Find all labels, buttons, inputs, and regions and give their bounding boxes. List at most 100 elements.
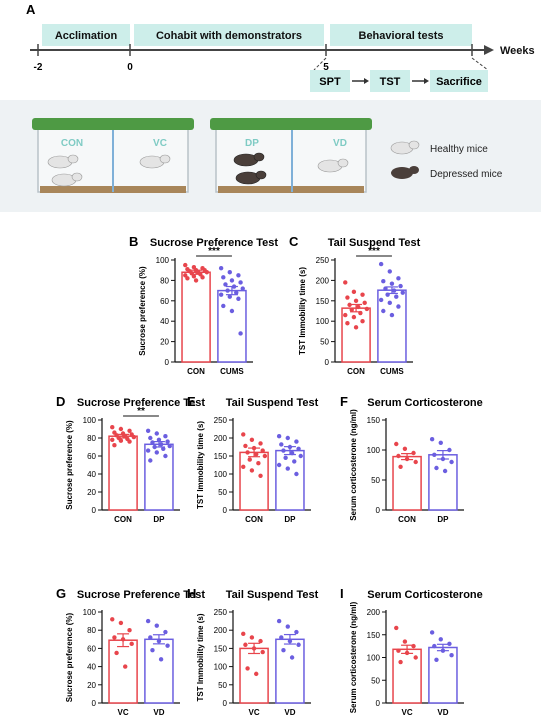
panel-g-y-tick-label: 0 xyxy=(92,699,97,708)
panel-i-data-point xyxy=(398,659,403,665)
phase-behavioral-label: Behavioral tests xyxy=(359,30,444,42)
panel-f-bar-con xyxy=(392,455,422,511)
panel-e-data-point xyxy=(241,464,246,469)
panel-h-data-point xyxy=(287,638,293,644)
panel-b-y-tick-label: 80 xyxy=(160,276,169,285)
panel-b-data-point xyxy=(218,292,224,297)
panel-i-x-tick-label: VD xyxy=(437,708,448,715)
cage-label-vd: VD xyxy=(333,138,347,149)
panel-c-data-point xyxy=(378,297,384,303)
panel-f-data-point xyxy=(429,437,435,442)
panel-c-data-point xyxy=(349,307,354,312)
healthy-mouse-icon xyxy=(47,154,171,187)
panel-b-data-point xyxy=(198,272,203,277)
panel-g-y-tick-label: 60 xyxy=(87,644,96,653)
panel-b-data-point xyxy=(238,331,243,336)
panel-e-data-point xyxy=(292,459,297,464)
panel-e-data-point xyxy=(298,453,303,459)
panel-b-x-tick-label: CUMS xyxy=(220,367,244,376)
panel-e-data-point xyxy=(245,450,250,455)
panel-h-y-tick-label: 0 xyxy=(223,699,228,708)
step-spt-label: SPT xyxy=(319,76,341,88)
panel-e-x-tick-label: CON xyxy=(245,515,263,524)
panel-g-letter: G xyxy=(56,586,66,601)
panel-i-data-point xyxy=(411,643,416,649)
panel-f: F Serum Corticosterone 0 50 100 150 Serum cort… xyxy=(340,394,483,524)
panel-e-letter: E xyxy=(187,394,196,409)
panel-f-data-point xyxy=(442,468,448,474)
panel-c-data-point xyxy=(396,276,401,281)
panel-i-data-point xyxy=(434,657,439,662)
legend-healthy: Healthy mice xyxy=(430,144,488,155)
panel-i: I Serum Corticosterone 0 50 100 150 200 Serum c… xyxy=(340,586,483,717)
panel-e-title: Tail Suspend Test xyxy=(226,397,319,409)
panel-g-data-point xyxy=(148,635,153,640)
panel-f-title: Serum Corticosterone xyxy=(367,397,483,409)
panel-e-data-point xyxy=(283,455,288,460)
panel-g-data-point xyxy=(154,623,159,628)
panel-e-y-tick-label: 150 xyxy=(214,452,228,461)
panel-c-y-tick-label: 0 xyxy=(325,358,330,367)
cage-label-con: CON xyxy=(61,138,83,149)
panel-e-data-point xyxy=(254,452,259,457)
panel-b-y-tick-label: 20 xyxy=(160,338,169,347)
panel-e-data-point xyxy=(287,444,293,450)
panel-g-title: Sucrose Preference Test xyxy=(77,589,206,601)
timeline-arrow-icon xyxy=(484,45,494,55)
panel-d-data-point xyxy=(145,428,151,433)
panel-g-data-point xyxy=(165,643,170,648)
panel-g-data-point xyxy=(129,641,134,647)
step-sacrifice-label: Sacrifice xyxy=(436,76,482,88)
panel-c-data-point xyxy=(394,294,399,299)
cage-label-vc: VC xyxy=(153,138,167,149)
panel-c-data-point xyxy=(398,283,403,289)
panel-h-y-tick-label: 150 xyxy=(214,644,228,653)
panel-e-data-point xyxy=(285,466,290,471)
panel-e-data-point xyxy=(258,441,263,446)
panel-d-y-tick-label: 20 xyxy=(87,488,96,497)
panel-h-data-point xyxy=(276,618,282,624)
panel-d-data-point xyxy=(158,442,164,447)
panel-d-data-point xyxy=(118,438,124,443)
panel-b-data-point xyxy=(200,275,205,280)
panel-i-y-tick-label: 50 xyxy=(371,676,380,685)
panel-c-data-point xyxy=(345,321,350,326)
panel-e-y-label: TST Immobility time (s) xyxy=(196,421,205,509)
panel-c-data-point xyxy=(356,304,361,310)
panel-i-data-point xyxy=(404,650,410,656)
panel-e-data-point xyxy=(276,462,282,468)
panel-c-data-point xyxy=(360,292,365,297)
panel-i-y-tick-label: 150 xyxy=(367,631,381,640)
panel-g-data-point xyxy=(127,628,132,633)
panel-b-data-point xyxy=(236,273,241,278)
panel-h-data-point xyxy=(249,635,255,640)
panel-b-data-point xyxy=(218,265,224,271)
panel-e-data-point xyxy=(296,446,301,451)
panel-f-data-point xyxy=(438,440,443,445)
panel-h-y-tick-label: 200 xyxy=(214,626,228,635)
panel-c-letter: C xyxy=(289,234,299,249)
panel-c-data-point xyxy=(385,292,390,297)
panel-d-data-point xyxy=(127,439,132,444)
panel-b-data-point xyxy=(229,308,235,314)
panel-c-data-point xyxy=(351,289,357,295)
panel-c-y-tick-label: 150 xyxy=(316,297,330,306)
phase-acclimation-label: Acclimation xyxy=(55,30,118,42)
panel-c-y-tick-label: 200 xyxy=(316,276,330,285)
panel-b-y-tick-label: 0 xyxy=(165,358,170,367)
panel-h-data-point xyxy=(254,671,259,677)
panel-g-bar-vd xyxy=(144,638,174,704)
panel-i-data-point xyxy=(429,630,435,635)
cage-left: CON VC xyxy=(32,118,194,193)
panel-c-y-tick-label: 250 xyxy=(316,256,330,265)
cage-right-lid xyxy=(210,118,372,130)
panel-h-data-point xyxy=(294,629,299,635)
panel-d-data-point xyxy=(161,446,166,451)
panel-e-data-point xyxy=(262,453,268,459)
panel-i-title: Serum Corticosterone xyxy=(367,589,483,601)
panel-g-data-point xyxy=(112,635,117,640)
panel-d-data-point xyxy=(118,426,124,432)
panel-h-data-point xyxy=(251,646,257,651)
panel-f-x-tick-label: DP xyxy=(437,515,449,524)
